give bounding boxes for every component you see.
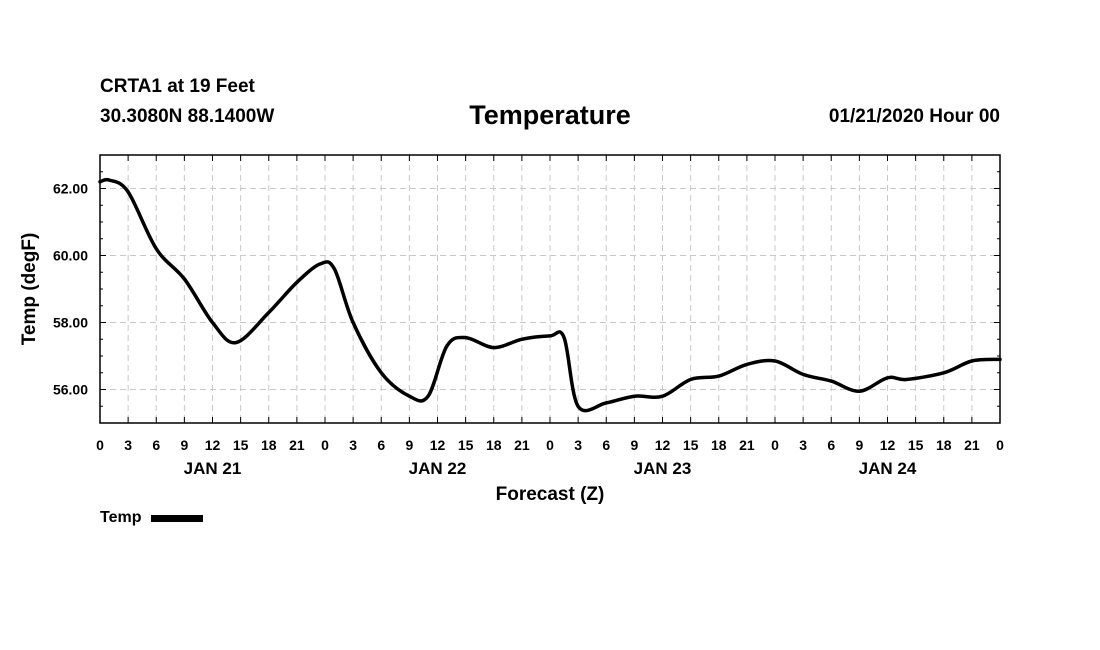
x-tick-label: 21 xyxy=(514,437,530,453)
y-tick-label: 56.00 xyxy=(53,382,88,398)
x-tick-label: 18 xyxy=(711,437,727,453)
chart-title: Temperature xyxy=(469,100,631,130)
x-tick-label: 9 xyxy=(855,437,863,453)
x-tick-label: 15 xyxy=(683,437,699,453)
x-tick-label: 3 xyxy=(574,437,582,453)
x-tick-label: 3 xyxy=(349,437,357,453)
x-tick-label: 6 xyxy=(602,437,610,453)
x-tick-label: 9 xyxy=(630,437,638,453)
temp-series-line xyxy=(98,177,1002,413)
x-tick-label: 15 xyxy=(233,437,249,453)
x-tick-label: 0 xyxy=(771,437,779,453)
legend-line-swatch xyxy=(151,514,204,522)
plot-frame xyxy=(99,154,1001,424)
grid-lines xyxy=(100,155,1000,423)
x-tick-label: 9 xyxy=(180,437,188,453)
x-tick-label: 9 xyxy=(405,437,413,453)
day-label: JAN 22 xyxy=(409,459,467,478)
x-tick-label: 12 xyxy=(880,437,896,453)
y-tick-label: 60.00 xyxy=(53,248,88,264)
x-tick-label: 21 xyxy=(739,437,755,453)
x-tick-label: 12 xyxy=(205,437,221,453)
forecast-datetime: 01/21/2020 Hour 00 xyxy=(828,106,1000,127)
x-tick-label: 0 xyxy=(996,437,1004,453)
y-tick-label: 62.00 xyxy=(53,181,88,197)
x-tick-label: 0 xyxy=(96,437,104,453)
legend: Temp xyxy=(100,509,204,527)
x-tick-label: 0 xyxy=(321,437,329,453)
day-labels: JAN 21 JAN 22 JAN 23 JAN 24 xyxy=(184,459,917,478)
y-axis-ticks: 62.00 60.00 58.00 56.00 xyxy=(53,181,1000,398)
x-tick-label: 18 xyxy=(936,437,952,453)
x-tick-label: 21 xyxy=(289,437,305,453)
y-tick-label: 58.00 xyxy=(53,315,88,331)
x-tick-label: 6 xyxy=(827,437,835,453)
x-tick-label: 6 xyxy=(377,437,385,453)
x-tick-label: 12 xyxy=(430,437,446,453)
x-tick-label: 18 xyxy=(486,437,502,453)
x-tick-label: 21 xyxy=(964,437,980,453)
x-tick-label: 6 xyxy=(152,437,160,453)
x-tick-label: 12 xyxy=(655,437,671,453)
y-axis-title: Temp (degF) xyxy=(19,233,40,346)
day-label: JAN 21 xyxy=(184,459,242,478)
x-tick-label: 15 xyxy=(908,437,924,453)
coordinates-label: 30.3080N 88.1400W xyxy=(100,106,275,127)
x-axis-title: Forecast (Z) xyxy=(496,484,605,505)
x-tick-label: 18 xyxy=(261,437,277,453)
x-axis-ticks: 0 3 6 9 12 15 18 21 0 3 6 9 12 15 18 21 0 3 6 9 12 15 18 21 0 3 6 9… xyxy=(96,155,1004,453)
x-tick-label: 15 xyxy=(458,437,474,453)
day-label: JAN 24 xyxy=(859,459,917,478)
x-tick-label: 3 xyxy=(124,437,132,453)
x-tick-label: 0 xyxy=(546,437,554,453)
station-label: CRTA1 at 19 Feet xyxy=(100,76,255,97)
day-label: JAN 23 xyxy=(634,459,692,478)
x-tick-label: 3 xyxy=(799,437,807,453)
legend-label: Temp xyxy=(100,509,142,526)
